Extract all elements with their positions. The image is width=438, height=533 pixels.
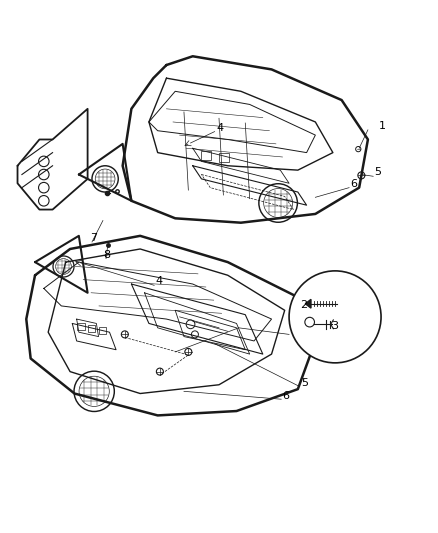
Bar bbox=[77, 323, 85, 330]
Text: 6: 6 bbox=[350, 179, 357, 189]
Circle shape bbox=[289, 271, 381, 363]
Bar bbox=[201, 151, 211, 160]
Polygon shape bbox=[305, 300, 311, 308]
Text: 3: 3 bbox=[331, 321, 338, 330]
Bar bbox=[219, 154, 229, 162]
Text: 4: 4 bbox=[217, 123, 224, 133]
Text: 5: 5 bbox=[301, 378, 308, 387]
Text: 8: 8 bbox=[103, 250, 110, 260]
Text: 7: 7 bbox=[90, 233, 97, 243]
Bar bbox=[99, 327, 106, 334]
Text: 1: 1 bbox=[379, 120, 386, 131]
Text: 4: 4 bbox=[155, 276, 162, 286]
Text: 5: 5 bbox=[374, 167, 381, 177]
Bar bbox=[88, 325, 95, 332]
Text: 6: 6 bbox=[283, 391, 290, 401]
Text: 2: 2 bbox=[300, 300, 307, 310]
